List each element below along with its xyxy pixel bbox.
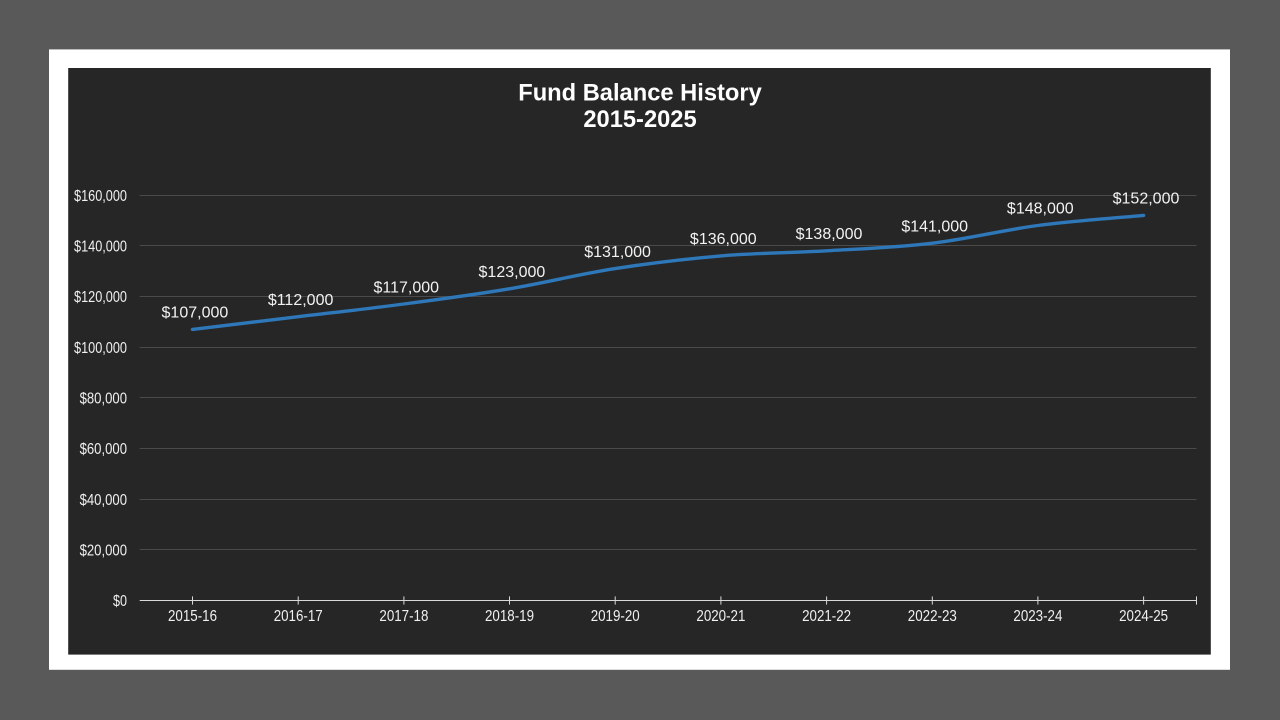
svg-text:$131,000: $131,000	[584, 244, 651, 261]
svg-text:2024-25: 2024-25	[1119, 608, 1168, 625]
svg-text:2017-18: 2017-18	[379, 608, 428, 625]
svg-text:$117,000: $117,000	[374, 279, 440, 296]
svg-text:2023-24: 2023-24	[1013, 608, 1062, 625]
svg-text:$138,000: $138,000	[796, 226, 863, 243]
svg-text:$0: $0	[113, 593, 127, 610]
svg-text:$120,000: $120,000	[74, 289, 127, 306]
svg-text:$136,000: $136,000	[690, 231, 757, 248]
svg-text:$123,000: $123,000	[479, 264, 546, 281]
svg-text:$160,000: $160,000	[74, 188, 127, 205]
svg-text:Fund Balance History: Fund Balance History	[518, 81, 762, 107]
svg-text:2016-17: 2016-17	[274, 608, 323, 625]
svg-text:$100,000: $100,000	[74, 340, 127, 357]
svg-text:2020-21: 2020-21	[696, 608, 745, 625]
svg-text:$152,000: $152,000	[1113, 191, 1180, 208]
svg-text:$140,000: $140,000	[74, 239, 127, 256]
svg-text:2021-22: 2021-22	[802, 608, 851, 625]
svg-text:2015-16: 2015-16	[168, 608, 217, 625]
svg-text:$141,000: $141,000	[901, 219, 968, 236]
svg-text:2022-23: 2022-23	[908, 608, 957, 625]
svg-text:$148,000: $148,000	[1007, 201, 1074, 218]
svg-text:$112,000: $112,000	[268, 292, 334, 309]
svg-text:$40,000: $40,000	[80, 492, 127, 509]
svg-text:2019-20: 2019-20	[591, 608, 640, 625]
svg-text:$80,000: $80,000	[80, 391, 127, 408]
svg-text:$60,000: $60,000	[80, 441, 127, 458]
svg-text:$107,000: $107,000	[162, 305, 229, 322]
svg-text:$20,000: $20,000	[80, 543, 127, 560]
svg-text:2015-2025: 2015-2025	[583, 107, 696, 133]
svg-text:2018-19: 2018-19	[485, 608, 534, 625]
